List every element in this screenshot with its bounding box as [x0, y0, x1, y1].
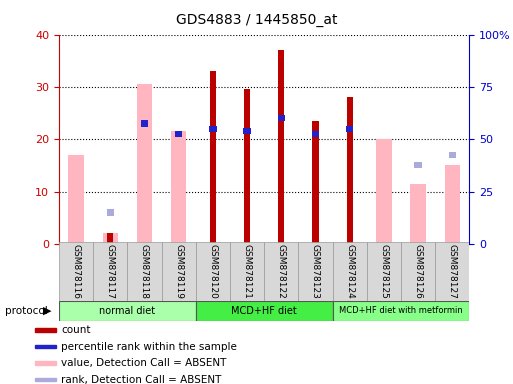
Text: GSM878121: GSM878121 — [243, 244, 251, 299]
Bar — [332, 242, 367, 301]
Bar — [210, 71, 216, 244]
Bar — [299, 242, 332, 301]
Bar — [278, 115, 285, 121]
Text: GSM878126: GSM878126 — [413, 244, 423, 299]
Bar — [59, 301, 196, 321]
Text: GSM878119: GSM878119 — [174, 244, 183, 299]
Bar — [35, 328, 56, 332]
Bar — [312, 121, 319, 244]
Text: ▶: ▶ — [44, 306, 52, 316]
Bar — [312, 131, 319, 137]
Text: protocol: protocol — [5, 306, 48, 316]
Bar — [35, 361, 56, 365]
Bar — [448, 152, 456, 158]
Bar — [175, 131, 183, 137]
Bar — [264, 242, 299, 301]
Text: GSM878124: GSM878124 — [345, 244, 354, 299]
Text: GDS4883 / 1445850_at: GDS4883 / 1445850_at — [176, 13, 337, 27]
Bar — [209, 126, 216, 132]
Bar — [196, 301, 332, 321]
Text: GSM878118: GSM878118 — [140, 244, 149, 299]
Bar — [196, 242, 230, 301]
Text: GSM878116: GSM878116 — [72, 244, 81, 299]
Bar — [35, 345, 56, 348]
Bar — [367, 242, 401, 301]
Bar — [347, 98, 353, 244]
Text: rank, Detection Call = ABSENT: rank, Detection Call = ABSENT — [61, 375, 222, 384]
Text: GSM878120: GSM878120 — [208, 244, 218, 299]
Text: GSM878123: GSM878123 — [311, 244, 320, 299]
Text: GSM878127: GSM878127 — [448, 244, 457, 299]
Bar — [127, 242, 162, 301]
Bar — [137, 84, 152, 244]
Text: MCD+HF diet: MCD+HF diet — [231, 306, 297, 316]
Bar — [278, 50, 284, 244]
Bar — [445, 166, 460, 244]
Bar — [346, 126, 353, 132]
Bar — [35, 378, 56, 381]
Bar — [162, 242, 196, 301]
Bar — [59, 242, 93, 301]
Text: normal diet: normal diet — [100, 306, 155, 316]
Bar — [107, 233, 113, 244]
Bar — [376, 139, 391, 244]
Bar — [332, 301, 469, 321]
Bar — [93, 242, 127, 301]
Bar — [141, 120, 148, 127]
Text: value, Detection Call = ABSENT: value, Detection Call = ABSENT — [61, 358, 226, 368]
Text: percentile rank within the sample: percentile rank within the sample — [61, 341, 237, 351]
Bar — [171, 131, 186, 244]
Text: GSM878122: GSM878122 — [277, 244, 286, 299]
Bar — [230, 242, 264, 301]
Text: MCD+HF diet with metformin: MCD+HF diet with metformin — [339, 306, 463, 315]
Bar — [435, 242, 469, 301]
Bar — [244, 89, 250, 244]
Bar — [68, 155, 84, 244]
Text: GSM878117: GSM878117 — [106, 244, 115, 299]
Bar — [415, 162, 422, 169]
Bar — [243, 128, 251, 134]
Bar — [401, 242, 435, 301]
Bar — [410, 184, 426, 244]
Text: GSM878125: GSM878125 — [380, 244, 388, 299]
Bar — [107, 209, 114, 215]
Text: count: count — [61, 325, 91, 335]
Bar — [103, 233, 118, 244]
